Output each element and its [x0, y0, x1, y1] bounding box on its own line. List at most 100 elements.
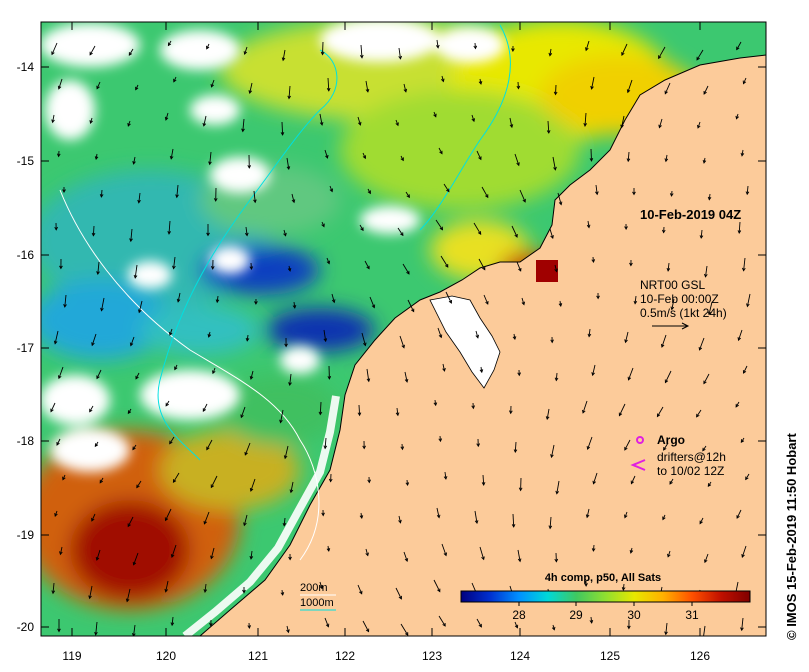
current-arrow	[212, 367, 216, 374]
current-arrow	[745, 473, 750, 480]
current-arrow-head	[56, 441, 60, 446]
current-arrow	[322, 41, 324, 55]
current-arrow-head	[127, 523, 131, 528]
current-arrow	[555, 84, 557, 95]
current-arrow-head	[471, 118, 476, 123]
current-arrow-head	[550, 339, 554, 344]
current-arrow	[512, 513, 515, 527]
current-arrow-head	[170, 622, 175, 627]
current-arrow	[557, 192, 562, 205]
current-arrow	[664, 370, 672, 383]
current-arrow-head	[485, 194, 489, 199]
current-arrow-head	[138, 309, 142, 314]
current-arrow-head	[512, 336, 517, 340]
current-arrow-head	[164, 116, 169, 121]
current-arrow-head	[627, 625, 631, 630]
current-arrow-head	[247, 625, 252, 629]
current-arrow-head	[249, 487, 254, 492]
current-arrow-head	[283, 232, 287, 237]
current-arrow-head	[288, 382, 292, 387]
current-arrow-head	[135, 86, 139, 91]
current-arrow-head	[207, 333, 212, 338]
current-arrow-head	[702, 447, 706, 452]
current-arrow-head	[319, 121, 324, 126]
current-arrow-head	[741, 267, 746, 272]
current-arrow	[203, 115, 207, 126]
current-arrow-head	[737, 337, 742, 342]
current-arrow	[244, 442, 251, 456]
drifters-label: drifters@12h	[657, 450, 726, 464]
current-arrow-head	[359, 590, 363, 595]
isobath-200m-label: 200m	[300, 582, 328, 594]
current-arrow-head	[96, 271, 100, 276]
currents-source: NRT00 GSL	[640, 278, 705, 292]
current-arrow-head	[522, 198, 526, 203]
current-arrow	[551, 444, 555, 458]
current-arrow	[165, 112, 169, 121]
current-arrow-head	[669, 193, 674, 197]
isobath-1000m-north	[419, 24, 511, 231]
current-arrow	[89, 45, 96, 56]
current-arrow-head	[403, 88, 408, 93]
current-arrow-head	[626, 158, 631, 163]
current-arrow	[703, 625, 706, 636]
current-arrow	[323, 329, 327, 342]
current-arrow	[403, 551, 408, 562]
current-arrow	[324, 617, 329, 627]
current-arrow-head	[366, 378, 371, 383]
current-arrow-head	[283, 455, 288, 460]
current-arrow-head	[365, 628, 370, 633]
current-arrow	[169, 436, 175, 444]
current-arrow	[89, 405, 94, 412]
current-arrow	[667, 550, 671, 557]
gulf-inlet	[429, 295, 501, 389]
x-tick-label: 126	[690, 649, 710, 663]
current-arrow-head	[164, 517, 169, 522]
current-arrow-head	[319, 585, 323, 590]
current-arrow	[171, 616, 174, 626]
current-arrow-head	[202, 408, 207, 413]
current-arrow-head	[125, 598, 130, 603]
current-arrow-head	[703, 380, 707, 385]
sst-patches	[41, 22, 700, 610]
current-arrow-head	[129, 238, 133, 243]
current-arrow-head	[99, 479, 104, 484]
current-arrow-head	[320, 51, 325, 56]
current-arrow-head	[589, 619, 594, 624]
current-arrow	[246, 334, 249, 341]
current-arrow-head	[129, 342, 134, 347]
current-arrow	[290, 481, 294, 493]
current-arrow-head	[404, 378, 409, 383]
current-arrow-head	[95, 556, 100, 561]
current-arrow	[365, 548, 369, 556]
current-arrow-head	[595, 191, 599, 196]
current-arrow-head	[63, 304, 67, 308]
current-arrow	[478, 258, 486, 270]
current-arrow	[203, 511, 210, 525]
current-arrow-head	[127, 122, 131, 127]
current-arrow	[586, 508, 590, 518]
current-arrow-head	[667, 553, 671, 558]
current-arrow-head	[398, 55, 403, 60]
current-arrow	[369, 296, 375, 308]
current-arrow-head	[321, 512, 325, 517]
current-arrow	[293, 301, 296, 308]
current-arrow-head	[666, 267, 671, 272]
current-arrow	[519, 189, 526, 203]
imos-credit: © IMOS 15-Feb-2019 11:50 Hobart	[784, 433, 799, 640]
currents-scale: 0.5m/s (1kt 24h)	[640, 306, 727, 320]
current-arrow	[291, 193, 295, 203]
current-arrow-head	[740, 439, 745, 443]
current-arrow	[403, 83, 407, 92]
current-arrow-head	[582, 409, 586, 414]
current-arrow-head	[245, 337, 250, 342]
current-arrow-head	[736, 46, 740, 51]
colorbar-tick-label: 30	[627, 608, 641, 622]
current-arrow	[59, 546, 63, 555]
current-arrow	[329, 185, 333, 192]
current-arrow	[210, 547, 215, 559]
current-arrow-head	[57, 85, 62, 90]
isobath-legend: 200m 1000m	[300, 582, 336, 611]
current-arrow	[177, 292, 181, 302]
current-arrow	[280, 409, 284, 423]
